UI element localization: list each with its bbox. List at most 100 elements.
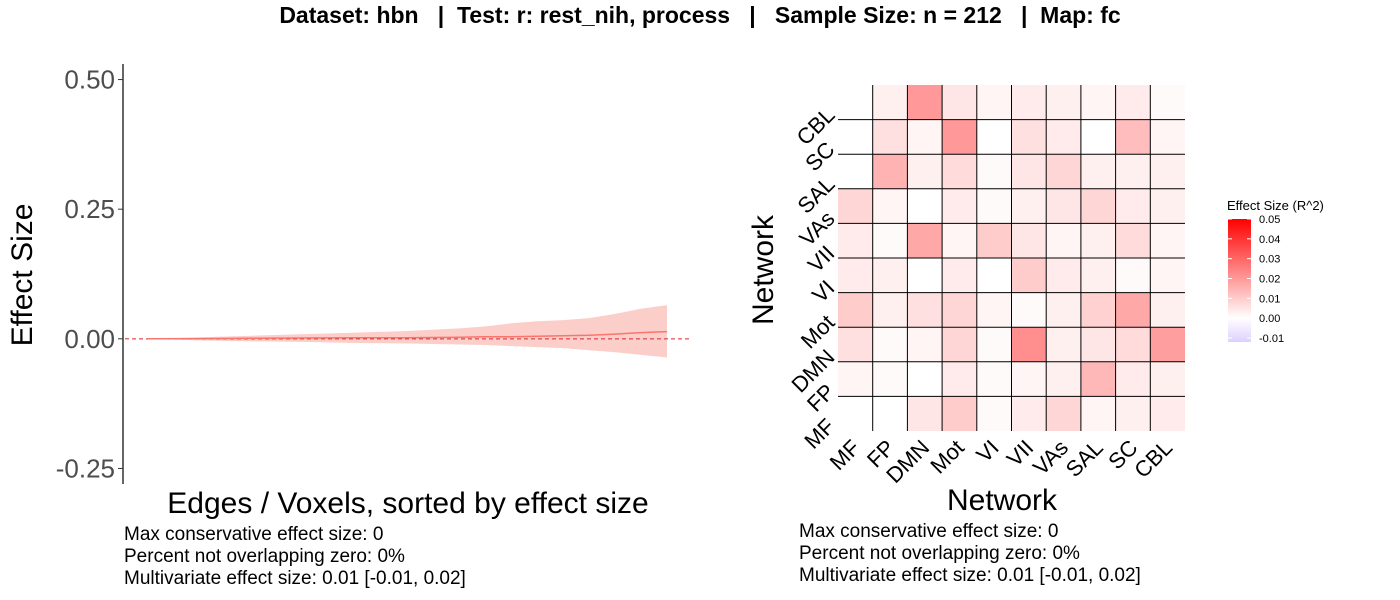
- x-category-label: Mot: [925, 435, 969, 479]
- left-caption-max: Max conservative effect size: 0: [124, 524, 384, 545]
- heatmap-cell: [942, 327, 977, 362]
- heatmap-cell: [942, 119, 977, 155]
- heatmap-cell: [1046, 85, 1081, 120]
- heatmap-cell: [872, 292, 908, 328]
- series-line: [147, 330, 668, 340]
- legend-tick-label: -0.01: [1259, 333, 1284, 345]
- heatmap-cell: [1115, 361, 1151, 397]
- x-axis-label: Edges / Voxels, sorted by effect size: [167, 487, 648, 520]
- heatmap-cell: [1011, 85, 1047, 120]
- heatmap-cell: [942, 188, 977, 224]
- heatmap-cell: [907, 188, 943, 224]
- legend-tick-label: 0.02: [1259, 274, 1280, 286]
- x-category-label: CBL: [1129, 435, 1177, 483]
- heatmap-cell: [1150, 119, 1185, 155]
- heatmap-cell: [942, 154, 977, 189]
- heatmap-cell: [1150, 188, 1185, 224]
- heatmap-cell: [1080, 327, 1116, 362]
- confidence-band: [148, 305, 667, 358]
- heatmap-cell: [1115, 188, 1151, 224]
- heatmap-cell: [907, 154, 943, 189]
- heatmap-cell: [1046, 396, 1081, 431]
- heatmap-cell: [1115, 154, 1151, 189]
- heatmap-cell: [1150, 223, 1185, 258]
- chart-title: Dataset: hbn | Test: r: rest_nih, proces…: [279, 2, 1121, 28]
- heatmap-cell: [976, 396, 1012, 431]
- heatmap-cell: [872, 258, 908, 293]
- heatmap-cell: [1150, 396, 1185, 431]
- heatmap-cell: [1080, 361, 1116, 397]
- heatmap-cell: [1080, 85, 1116, 120]
- heatmap-cell: [1080, 292, 1116, 328]
- heatmap-cell: [1046, 188, 1081, 224]
- heatmap-cell: [1150, 361, 1185, 397]
- heatmap-cell: [1150, 258, 1185, 293]
- x-category-label: SAL: [1061, 435, 1108, 482]
- heatmap-cell: [1011, 258, 1047, 293]
- heatmap-cell: [1115, 223, 1151, 258]
- heatmap-cell: [907, 85, 943, 120]
- heatmap-cell: [838, 223, 873, 258]
- heatmap-cell: [1080, 154, 1116, 189]
- heatmap-cell: [1115, 396, 1151, 431]
- right-captions: Max conservative effect size: 0 Percent …: [799, 521, 1141, 587]
- heatmap-cell: [907, 327, 943, 362]
- heatmap-cell: [976, 327, 1012, 362]
- effect-size-line-chart: 0.50 0.25 0.00 -0.25 Edges / Voxels, sorted …: [6, 64, 692, 520]
- heatmap-cell: [976, 119, 1012, 155]
- heatmap-cell: [976, 85, 1012, 120]
- heatmap-cell: [907, 258, 943, 293]
- left-caption-multivariate: Multivariate effect size: 0.01 [-0.01, 0…: [124, 568, 466, 589]
- heatmap-cell: [1046, 327, 1081, 362]
- legend-tick-label: 0.04: [1259, 234, 1280, 246]
- heatmap-cell: [838, 327, 873, 362]
- heatmap-cell: [1011, 396, 1047, 431]
- heatmap-cell: [942, 258, 977, 293]
- y-tick-label: -0.25: [56, 453, 115, 483]
- legend-colorbar: [1228, 219, 1251, 342]
- legend-tick-label: 0.01: [1259, 293, 1280, 305]
- y-tick-label: 0.00: [64, 324, 115, 354]
- heatmap-cell: [872, 361, 908, 397]
- heatmap-cell: [1011, 188, 1047, 224]
- heatmap-cell: [1150, 292, 1185, 328]
- heatmap-cell: [1115, 258, 1151, 293]
- right-caption-multivariate: Multivariate effect size: 0.01 [-0.01, 0…: [799, 565, 1141, 586]
- heatmap-cell: [942, 361, 977, 397]
- heatmap-cell: [1046, 154, 1081, 189]
- left-caption-percent: Percent not overlapping zero: 0%: [124, 546, 405, 567]
- heatmap-cell: [976, 188, 1012, 224]
- right-caption-max: Max conservative effect size: 0: [799, 521, 1059, 542]
- y-category-label: VI: [807, 275, 839, 307]
- heatmap-cell: [1011, 292, 1047, 328]
- y-category-label: Mot: [796, 310, 840, 354]
- legend-tick-label: 0.05: [1259, 214, 1280, 226]
- heatmap-cell: [838, 292, 873, 328]
- y-axis-label: Network: [747, 214, 780, 325]
- left-captions: Max conservative effect size: 0 Percent …: [124, 524, 466, 590]
- heatmap-cell: [1080, 258, 1116, 293]
- heatmap-cell: [872, 327, 908, 362]
- heatmap-cell: [907, 223, 943, 258]
- y-tick-label: 0.25: [64, 194, 115, 224]
- heatmap-cell: [976, 223, 1012, 258]
- right-caption-percent: Percent not overlapping zero: 0%: [799, 543, 1080, 564]
- heatmap-cell: [1011, 119, 1047, 155]
- heatmap-cell: [976, 258, 1012, 293]
- heatmap-cell: [1080, 223, 1116, 258]
- legend-title: Effect Size (R^2): [1227, 198, 1324, 213]
- heatmap-cell: [1115, 292, 1151, 328]
- heatmap-cell: [942, 396, 977, 431]
- heatmap-cell: [942, 292, 977, 328]
- y-axis-label: Effect Size: [6, 204, 39, 347]
- heatmap-cell: [1011, 327, 1047, 362]
- x-axis-label: Network: [947, 484, 1058, 517]
- heatmap-cell: [872, 154, 908, 189]
- heatmap-cell: [1080, 119, 1116, 155]
- heatmap-cell: [1150, 85, 1185, 120]
- heatmap-cell: [838, 258, 873, 293]
- heatmap-cell: [872, 223, 908, 258]
- heatmap-cell: [1011, 154, 1047, 189]
- heatmap-cell: [1115, 327, 1151, 362]
